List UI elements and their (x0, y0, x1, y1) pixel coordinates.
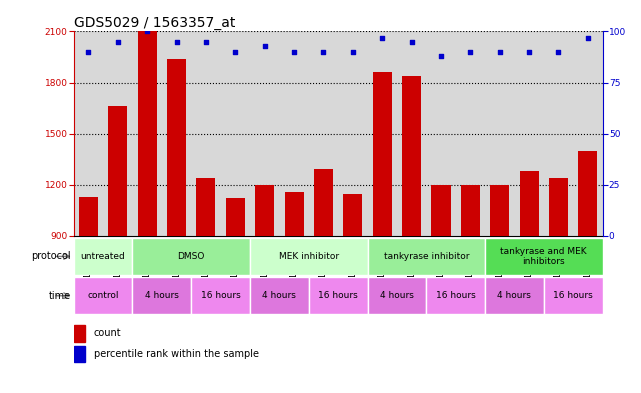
Bar (226, 198, 245, 389)
Text: 4 hours: 4 hours (145, 291, 179, 300)
Text: 16 hours: 16 hours (553, 291, 593, 300)
Point (289, 49, 299, 55)
Point (201, 39, 211, 45)
Point (260, 42, 270, 49)
Point (347, 49, 358, 55)
Point (319, 49, 329, 55)
Bar (309, 277, 367, 314)
Text: 16 hours: 16 hours (201, 291, 240, 300)
Text: count: count (94, 329, 121, 338)
Point (436, 53, 446, 59)
Point (142, 28, 153, 35)
Bar (74, 238, 133, 275)
Bar (372, 72, 392, 389)
Bar (74, 345, 85, 362)
Bar (485, 238, 603, 275)
Bar (544, 277, 603, 314)
Bar (255, 185, 274, 389)
Bar (402, 76, 421, 389)
Bar (578, 151, 597, 389)
Bar (485, 277, 544, 314)
Text: tankyrase and MEK
inhibitors: tankyrase and MEK inhibitors (501, 247, 587, 266)
Bar (426, 277, 485, 314)
Bar (191, 277, 250, 314)
Bar (490, 185, 509, 389)
Text: 4 hours: 4 hours (497, 291, 531, 300)
Text: protocol: protocol (31, 252, 71, 261)
Bar (461, 185, 480, 389)
Bar (133, 277, 191, 314)
Point (553, 49, 563, 55)
Bar (108, 107, 128, 389)
Point (83, 49, 94, 55)
Bar (250, 277, 309, 314)
Bar (167, 59, 186, 389)
Text: time: time (48, 291, 71, 301)
Text: 4 hours: 4 hours (262, 291, 296, 300)
Text: control: control (87, 291, 119, 300)
Point (406, 39, 417, 45)
Point (377, 35, 387, 41)
Bar (138, 31, 156, 389)
Point (113, 39, 123, 45)
Text: untreated: untreated (81, 252, 126, 261)
Bar (79, 196, 98, 389)
Text: GDS5029 / 1563357_at: GDS5029 / 1563357_at (74, 17, 235, 30)
Bar (344, 194, 362, 389)
Text: tankyrase inhibitor: tankyrase inhibitor (383, 252, 469, 261)
Point (583, 35, 593, 41)
Text: percentile rank within the sample: percentile rank within the sample (94, 349, 259, 359)
Bar (431, 185, 451, 389)
Bar (520, 171, 538, 389)
Bar (74, 277, 133, 314)
Bar (549, 178, 568, 389)
Bar (133, 238, 250, 275)
Point (465, 49, 476, 55)
Text: 16 hours: 16 hours (436, 291, 476, 300)
Bar (367, 277, 426, 314)
Point (171, 39, 181, 45)
Bar (367, 238, 485, 275)
Bar (285, 192, 304, 389)
Bar (74, 325, 85, 342)
Bar (314, 169, 333, 389)
Text: 16 hours: 16 hours (318, 291, 358, 300)
Text: 4 hours: 4 hours (380, 291, 414, 300)
Point (230, 49, 240, 55)
Point (524, 49, 534, 55)
Bar (196, 178, 215, 389)
Bar (250, 238, 367, 275)
Point (495, 49, 505, 55)
Text: DMSO: DMSO (178, 252, 205, 261)
Text: MEK inhibitor: MEK inhibitor (279, 252, 339, 261)
